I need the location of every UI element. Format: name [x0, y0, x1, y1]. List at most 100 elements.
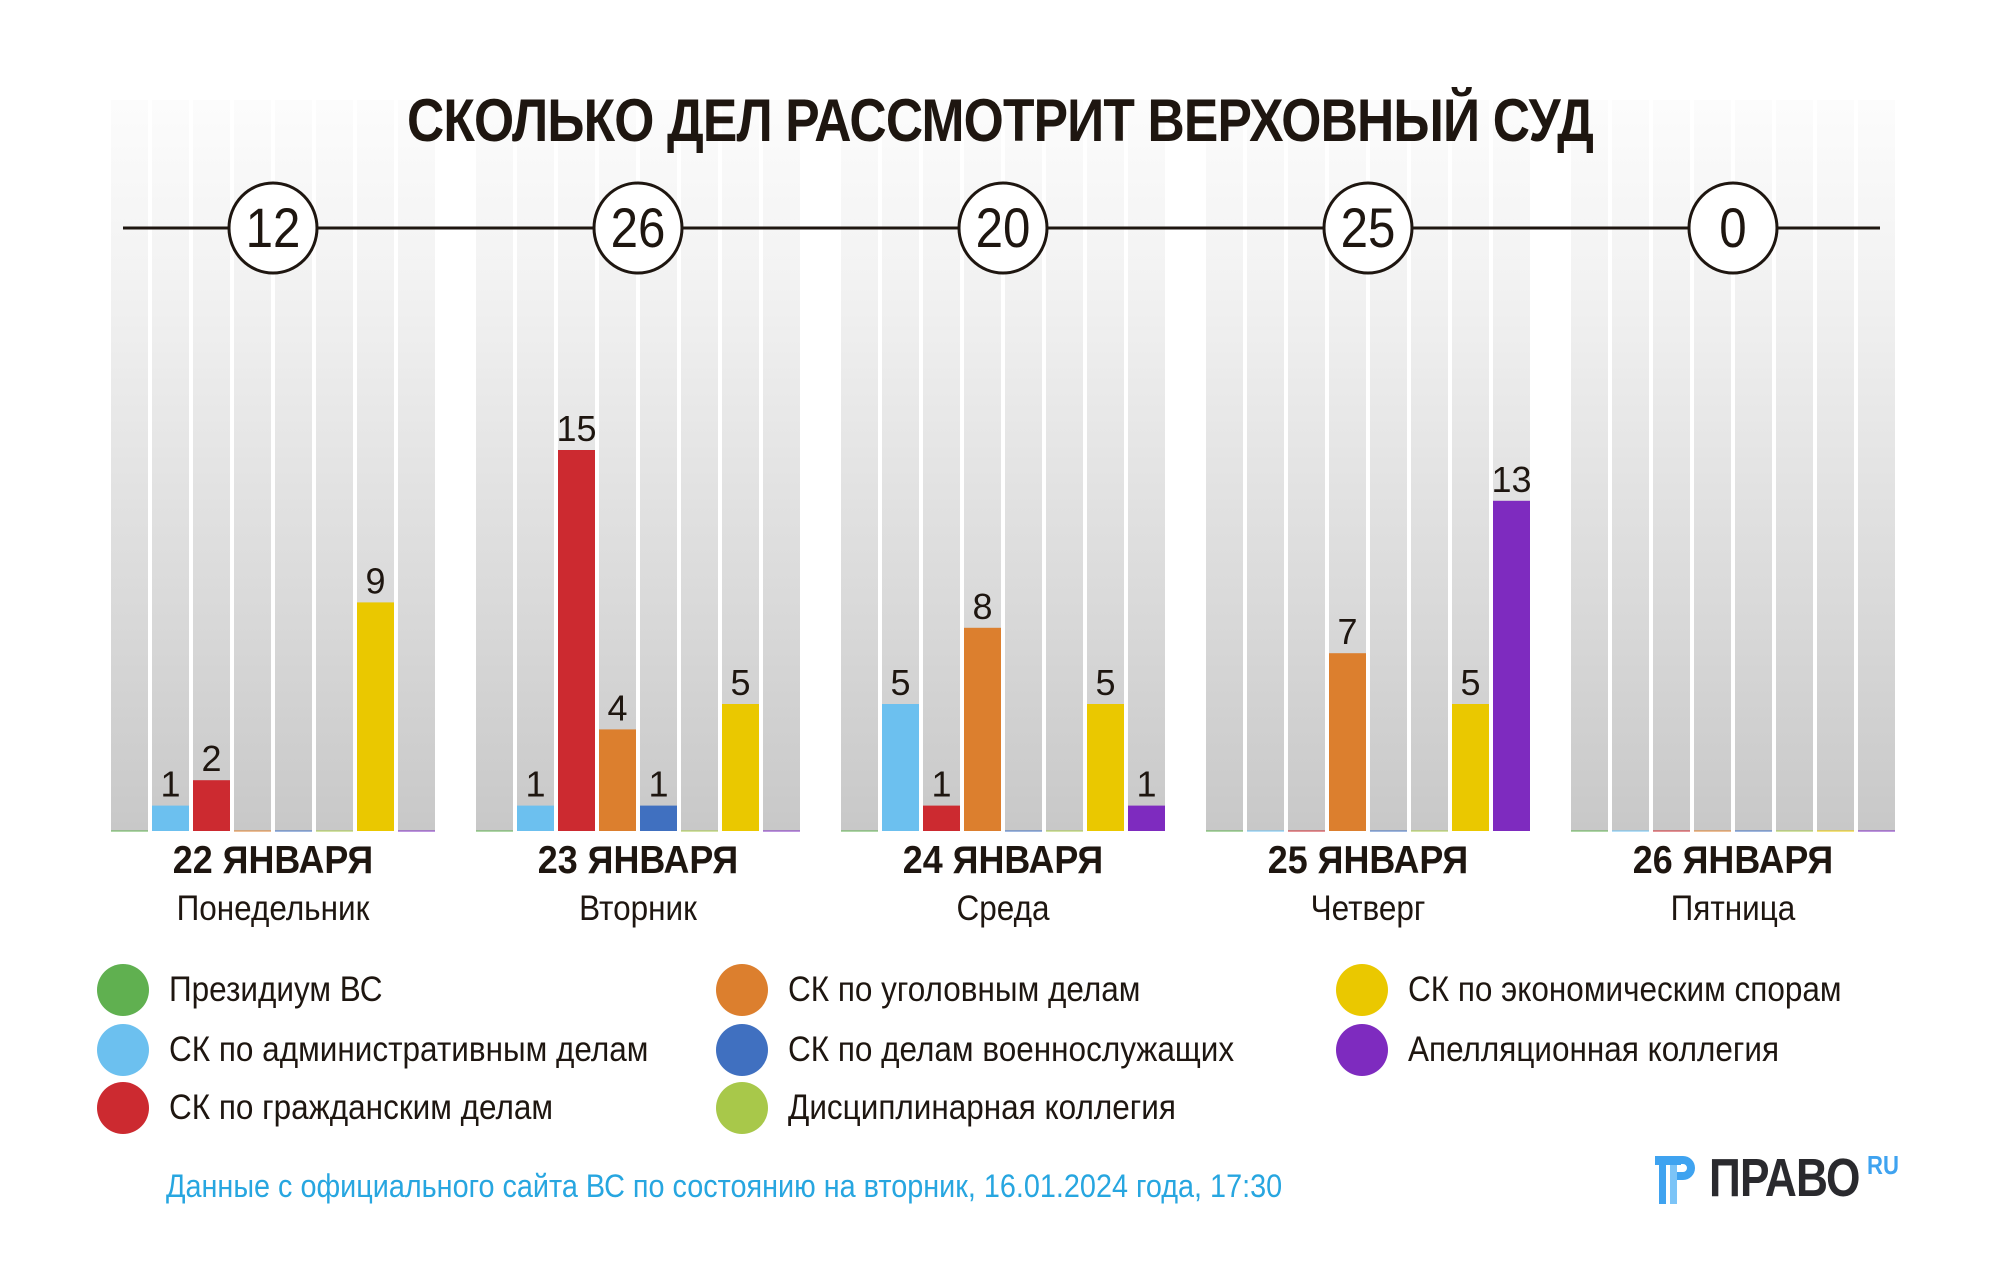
day-total-circle — [1687, 181, 1779, 275]
bar — [599, 729, 636, 831]
background-stripe — [398, 100, 435, 831]
bar — [882, 704, 919, 831]
bar — [558, 450, 595, 831]
legend-label: СК по экономическим спорам — [1408, 970, 1842, 1009]
bar — [964, 627, 1001, 831]
legend-label: СК по уголовным делам — [788, 970, 1141, 1009]
bar — [923, 805, 960, 831]
day-weekday-label: Четверг — [1311, 890, 1426, 929]
background-stripe — [1817, 100, 1854, 831]
bar-value-label: 15 — [556, 408, 596, 449]
background-stripe — [681, 100, 718, 831]
legend-item: Дисциплинарная коллегия — [716, 1082, 1219, 1134]
chart-title: СКОЛЬКО ДЕЛ РАССМОТРИТ ВЕРХОВНЫЙ СУД — [407, 87, 1594, 154]
bar-value-label: 9 — [365, 560, 385, 601]
bar — [1329, 653, 1366, 831]
bar — [193, 780, 230, 831]
pravo-logo-icon — [1655, 1156, 1695, 1204]
bar-zero-marker — [1370, 830, 1407, 832]
day-total-label: 26 — [611, 197, 666, 260]
legend-color-dot-icon — [716, 964, 768, 1016]
bar-zero-marker — [398, 830, 435, 832]
background-stripe — [763, 100, 800, 831]
day-date-label: 24 ЯНВАРЯ — [903, 838, 1103, 882]
background-stripe — [1247, 100, 1284, 831]
bar-zero-marker — [1411, 830, 1448, 832]
bar-zero-marker — [1735, 830, 1772, 832]
background-stripe — [1288, 100, 1325, 831]
bar — [722, 704, 759, 831]
bar — [1128, 805, 1165, 831]
bar-zero-marker — [1776, 830, 1813, 832]
bar-zero-marker — [1653, 830, 1690, 832]
bar-value-label: 5 — [890, 662, 910, 703]
day-total-label: 25 — [1341, 197, 1396, 260]
bar-value-label: 7 — [1337, 611, 1357, 652]
day-date-label: 23 ЯНВАРЯ — [538, 838, 738, 882]
bar — [357, 602, 394, 831]
bar-value-label: 13 — [1491, 459, 1531, 500]
bar — [1493, 500, 1530, 831]
legend-color-dot-icon — [1336, 1024, 1388, 1076]
day-weekday-label: Вторник — [579, 890, 697, 929]
day-total-circle — [1322, 181, 1414, 275]
background-stripe — [1571, 100, 1608, 831]
day-weekday-label: Пятница — [1671, 890, 1796, 929]
background-stripe — [1653, 100, 1690, 831]
bar-value-label: 1 — [160, 764, 180, 805]
background-stripe — [1858, 100, 1895, 831]
background-stripe — [923, 100, 960, 831]
bar-zero-marker — [1005, 830, 1042, 832]
bar-value-label: 8 — [972, 586, 992, 627]
bar-value-label: 5 — [730, 662, 750, 703]
bar-zero-marker — [1694, 830, 1731, 832]
background-stripe — [316, 100, 353, 831]
background-stripe — [1206, 100, 1243, 831]
legend-label: СК по делам военнослужащих — [788, 1030, 1235, 1069]
background-stripe — [1612, 100, 1649, 831]
legend-label: СК по административным делам — [169, 1030, 649, 1069]
legend-label: Президиум ВС — [169, 970, 383, 1009]
legend-item: СК по уголовным делам — [716, 964, 1180, 1016]
background-stripe — [193, 100, 230, 831]
pravo-logo[interactable]: ПРАВО RU — [1655, 1148, 1899, 1208]
legend-color-dot-icon — [97, 964, 149, 1016]
background-stripe — [841, 100, 878, 831]
source-note: Данные с официального сайта ВС по состоя… — [166, 1168, 1283, 1204]
legend-color-dot-icon — [1336, 964, 1388, 1016]
background-stripe — [1411, 100, 1448, 831]
legend-label: Дисциплинарная коллегия — [788, 1088, 1176, 1127]
day-date-label: 26 ЯНВАРЯ — [1633, 838, 1833, 882]
bar-zero-marker — [841, 830, 878, 832]
day-weekday-label: Среда — [957, 890, 1050, 929]
legend-color-dot-icon — [97, 1024, 149, 1076]
bar-value-label: 1 — [1136, 764, 1156, 805]
day-total-label: 20 — [976, 197, 1031, 260]
background-stripe — [476, 100, 513, 831]
day-total-circle — [592, 181, 684, 275]
bar-value-label: 4 — [607, 687, 627, 728]
legend-item: СК по гражданским делам — [97, 1082, 596, 1134]
bar-value-label: 5 — [1460, 662, 1480, 703]
bar-value-label: 2 — [201, 738, 221, 779]
bar-zero-marker — [1571, 830, 1608, 832]
background-stripe — [517, 100, 554, 831]
background-stripe — [1128, 100, 1165, 831]
bars — [111, 450, 1895, 832]
day-date-label: 22 ЯНВАРЯ — [173, 838, 373, 882]
bar-zero-marker — [275, 830, 312, 832]
timeline: 12 26 20 25 0 — [123, 181, 1880, 275]
logo-text: ПРАВО — [1709, 1148, 1860, 1208]
bar-value-label: 1 — [648, 764, 668, 805]
bar-zero-marker — [476, 830, 513, 832]
bar-zero-marker — [763, 830, 800, 832]
day-weekday-label: Понедельник — [177, 890, 370, 929]
legend-item: СК по административным делам — [97, 1024, 702, 1076]
day-total-label: 12 — [246, 197, 301, 260]
bar — [640, 805, 677, 831]
background-stripe — [152, 100, 189, 831]
bar-zero-marker — [1046, 830, 1083, 832]
day-total-circle — [227, 181, 319, 275]
background-stripe — [1776, 100, 1813, 831]
